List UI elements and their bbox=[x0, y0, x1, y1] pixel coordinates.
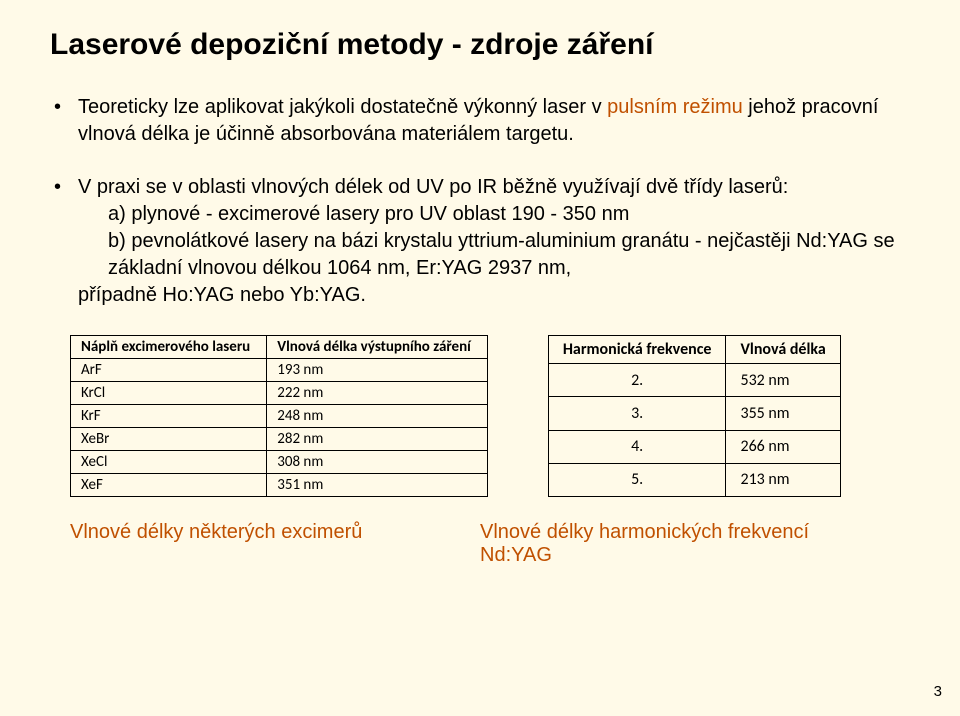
table-row: 2.532 nm bbox=[548, 364, 840, 397]
table-cell: 4. bbox=[548, 430, 726, 463]
table-cell: 266 nm bbox=[726, 430, 840, 463]
harmonic-h0: Harmonická frekvence bbox=[548, 336, 726, 364]
table-cell: XeF bbox=[71, 474, 267, 497]
caption-left: Vlnové délky některých excimerů bbox=[70, 521, 390, 567]
caption-right: Vlnové délky harmonických frekvencí Nd:Y… bbox=[480, 521, 860, 567]
p2-lead: V praxi se v oblasti vlnových délek od U… bbox=[78, 174, 910, 201]
excimer-h1: Vlnová délka výstupního záření bbox=[267, 336, 488, 359]
p2-item-b-tail: případně Ho:YAG nebo Yb:YAG. bbox=[78, 282, 910, 309]
table-row: XeF351 nm bbox=[71, 474, 488, 497]
table-cell: 193 nm bbox=[267, 359, 488, 382]
page-number: 3 bbox=[934, 683, 942, 700]
page-title: Laserové depoziční metody - zdroje zářen… bbox=[50, 28, 910, 62]
captions: Vlnové délky některých excimerů Vlnové d… bbox=[70, 521, 910, 567]
table-row: 3.355 nm bbox=[548, 397, 840, 430]
table-cell: 282 nm bbox=[267, 428, 488, 451]
table-cell: 532 nm bbox=[726, 364, 840, 397]
table-cell: 2. bbox=[548, 364, 726, 397]
harmonic-table: Harmonická frekvence Vlnová délka 2.532 … bbox=[548, 335, 841, 497]
table-cell: 248 nm bbox=[267, 405, 488, 428]
table-cell: 351 nm bbox=[267, 474, 488, 497]
table-cell: 222 nm bbox=[267, 382, 488, 405]
harmonic-tbody: 2.532 nm3.355 nm4.266 nm5.213 nm bbox=[548, 364, 840, 497]
p2-item-b: b) pevnolátkové lasery na bázi krystalu … bbox=[108, 228, 910, 282]
table-row: XeCl308 nm bbox=[71, 451, 488, 474]
table-cell: 5. bbox=[548, 463, 726, 496]
table-cell: 308 nm bbox=[267, 451, 488, 474]
table-cell: KrCl bbox=[71, 382, 267, 405]
harmonic-h1: Vlnová délka bbox=[726, 336, 840, 364]
table-row: ArF193 nm bbox=[71, 359, 488, 382]
table-cell: KrF bbox=[71, 405, 267, 428]
table-cell: XeBr bbox=[71, 428, 267, 451]
paragraph-1: • Teoreticky lze aplikovat jakýkoli dost… bbox=[50, 94, 910, 148]
excimer-tbody: ArF193 nmKrCl222 nmKrF248 nmXeBr282 nmXe… bbox=[71, 359, 488, 497]
table-cell: 213 nm bbox=[726, 463, 840, 496]
p1-pre: Teoreticky lze aplikovat jakýkoli dostat… bbox=[78, 96, 607, 118]
tables-row: Náplň excimerového laseru Vlnová délka v… bbox=[70, 335, 910, 497]
table-cell: ArF bbox=[71, 359, 267, 382]
excimer-table: Náplň excimerového laseru Vlnová délka v… bbox=[70, 335, 488, 497]
table-row: 5.213 nm bbox=[548, 463, 840, 496]
table-row: KrCl222 nm bbox=[71, 382, 488, 405]
bullet-dot: • bbox=[50, 94, 78, 148]
table-cell: 3. bbox=[548, 397, 726, 430]
table-row: XeBr282 nm bbox=[71, 428, 488, 451]
paragraph-2: • V praxi se v oblasti vlnových délek od… bbox=[50, 174, 910, 309]
table-row: 4.266 nm bbox=[548, 430, 840, 463]
table-row: KrF248 nm bbox=[71, 405, 488, 428]
excimer-h0: Náplň excimerového laseru bbox=[71, 336, 267, 359]
paragraph-1-text: Teoreticky lze aplikovat jakýkoli dostat… bbox=[78, 94, 910, 148]
p2-item-a: a) plynové - excimerové lasery pro UV ob… bbox=[108, 201, 910, 228]
bullet-dot: • bbox=[50, 174, 78, 201]
p1-accent: pulsním režimu bbox=[607, 96, 743, 118]
table-cell: 355 nm bbox=[726, 397, 840, 430]
table-cell: XeCl bbox=[71, 451, 267, 474]
